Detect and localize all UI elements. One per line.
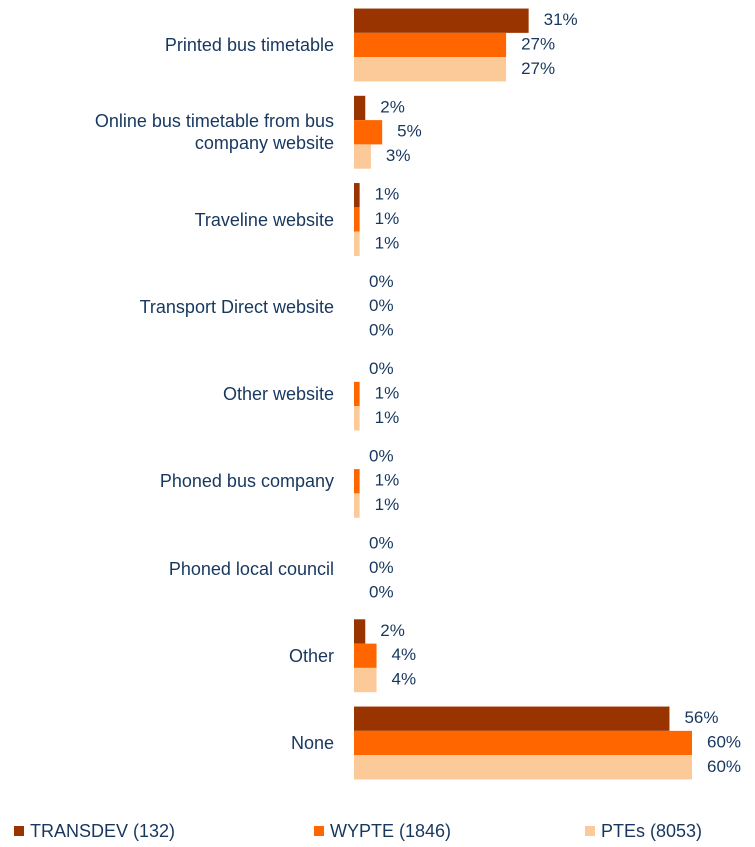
bar bbox=[354, 667, 377, 693]
value-label: 31% bbox=[544, 10, 578, 29]
bar bbox=[354, 231, 360, 256]
bar bbox=[354, 183, 360, 208]
legend-swatch bbox=[585, 826, 595, 836]
category-label: Phoned bus company bbox=[159, 471, 334, 492]
value-label: 1% bbox=[375, 408, 400, 427]
value-label: 1% bbox=[375, 185, 400, 204]
bar bbox=[354, 144, 371, 169]
category-label: Phoned local council bbox=[168, 558, 334, 579]
legend-label: PTEs (8053) bbox=[601, 821, 702, 841]
category-label: Other bbox=[288, 645, 334, 666]
legend-label: WYPTE (1846) bbox=[330, 821, 451, 841]
bar bbox=[354, 120, 383, 145]
value-label: 0% bbox=[369, 446, 394, 465]
value-label: 4% bbox=[392, 670, 417, 689]
category-label: Online bus timetable from bus company we… bbox=[94, 111, 334, 154]
value-label: 0% bbox=[369, 582, 394, 601]
bar bbox=[354, 95, 366, 121]
bar bbox=[354, 706, 670, 731]
value-label: 0% bbox=[369, 534, 394, 553]
category-label: Traveline website bbox=[194, 209, 334, 230]
category-label: None bbox=[290, 733, 334, 753]
value-label: 1% bbox=[375, 233, 400, 252]
bar bbox=[354, 381, 360, 407]
bar bbox=[354, 469, 360, 494]
value-label: 56% bbox=[684, 708, 718, 727]
value-label: 60% bbox=[707, 732, 741, 751]
value-label: 1% bbox=[375, 209, 400, 228]
legend-label: TRANSDEV (132) bbox=[30, 821, 175, 841]
value-label: 0% bbox=[369, 558, 394, 577]
value-label: 4% bbox=[392, 645, 417, 664]
value-label: 2% bbox=[380, 97, 405, 116]
category-label: Printed bus timetable bbox=[164, 35, 334, 55]
value-label: 27% bbox=[521, 34, 555, 53]
value-label: 1% bbox=[375, 383, 400, 402]
legend-swatch bbox=[314, 826, 324, 836]
bar bbox=[354, 730, 692, 756]
value-label: 0% bbox=[369, 321, 394, 340]
value-label: 0% bbox=[369, 296, 394, 315]
bar bbox=[354, 643, 377, 668]
bar bbox=[354, 8, 529, 33]
value-label: 0% bbox=[369, 359, 394, 378]
value-label: 2% bbox=[380, 621, 405, 640]
bar bbox=[354, 619, 366, 644]
category-label: Other website bbox=[222, 384, 334, 404]
value-label: 5% bbox=[397, 122, 422, 141]
bar bbox=[354, 755, 692, 780]
bar bbox=[354, 207, 360, 232]
bar bbox=[354, 493, 360, 518]
value-label: 60% bbox=[707, 757, 741, 776]
value-label: 27% bbox=[521, 59, 555, 78]
value-label: 1% bbox=[375, 495, 400, 514]
bar bbox=[354, 32, 507, 58]
value-label: 0% bbox=[369, 272, 394, 291]
legend-swatch bbox=[14, 826, 24, 836]
category-label: Transport Direct website bbox=[139, 296, 334, 317]
bar bbox=[354, 406, 360, 431]
bar bbox=[354, 57, 507, 82]
value-label: 3% bbox=[386, 146, 411, 165]
value-label: 1% bbox=[375, 471, 400, 490]
